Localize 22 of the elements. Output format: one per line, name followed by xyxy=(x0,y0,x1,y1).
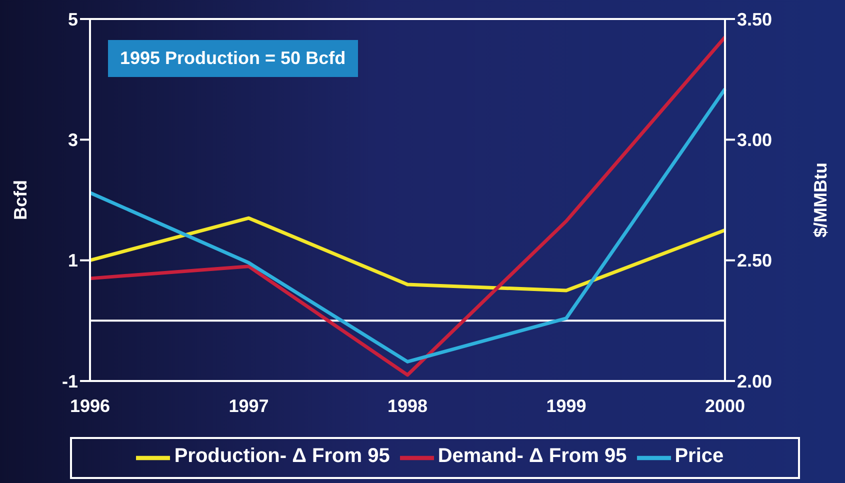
x-tick-label: 1997 xyxy=(228,396,269,416)
annotation: 1995 Production = 50 Bcfd xyxy=(108,40,358,77)
line-series xyxy=(88,216,727,292)
y-axis-title: Bcfd xyxy=(10,180,30,220)
line-series xyxy=(88,35,727,377)
line-series xyxy=(88,87,727,364)
y-tick-label: 3 xyxy=(68,130,78,150)
y2-axis-title: $/MMBtu xyxy=(810,162,830,238)
y2-tick-label: 3.50 xyxy=(737,9,772,30)
legend-label: Price xyxy=(674,445,724,468)
legend-label: Production- Δ From 95 xyxy=(174,445,390,468)
y2-tick-label: 3.00 xyxy=(737,130,772,150)
y-tick-label: 5 xyxy=(68,9,78,30)
x-tick-label: 1998 xyxy=(387,396,428,416)
y-tick-label: 1 xyxy=(68,250,78,271)
x-tick-label: 1999 xyxy=(546,396,586,416)
x-tick-label: 2000 xyxy=(704,396,746,416)
y2-tick-label: 2.50 xyxy=(737,250,772,271)
legend-label: Demand- Δ From 95 xyxy=(438,445,627,468)
x-tick-label: 1996 xyxy=(70,396,110,416)
y-tick-label: -1 xyxy=(62,371,78,392)
y2-tick-label: 2.00 xyxy=(737,371,772,392)
